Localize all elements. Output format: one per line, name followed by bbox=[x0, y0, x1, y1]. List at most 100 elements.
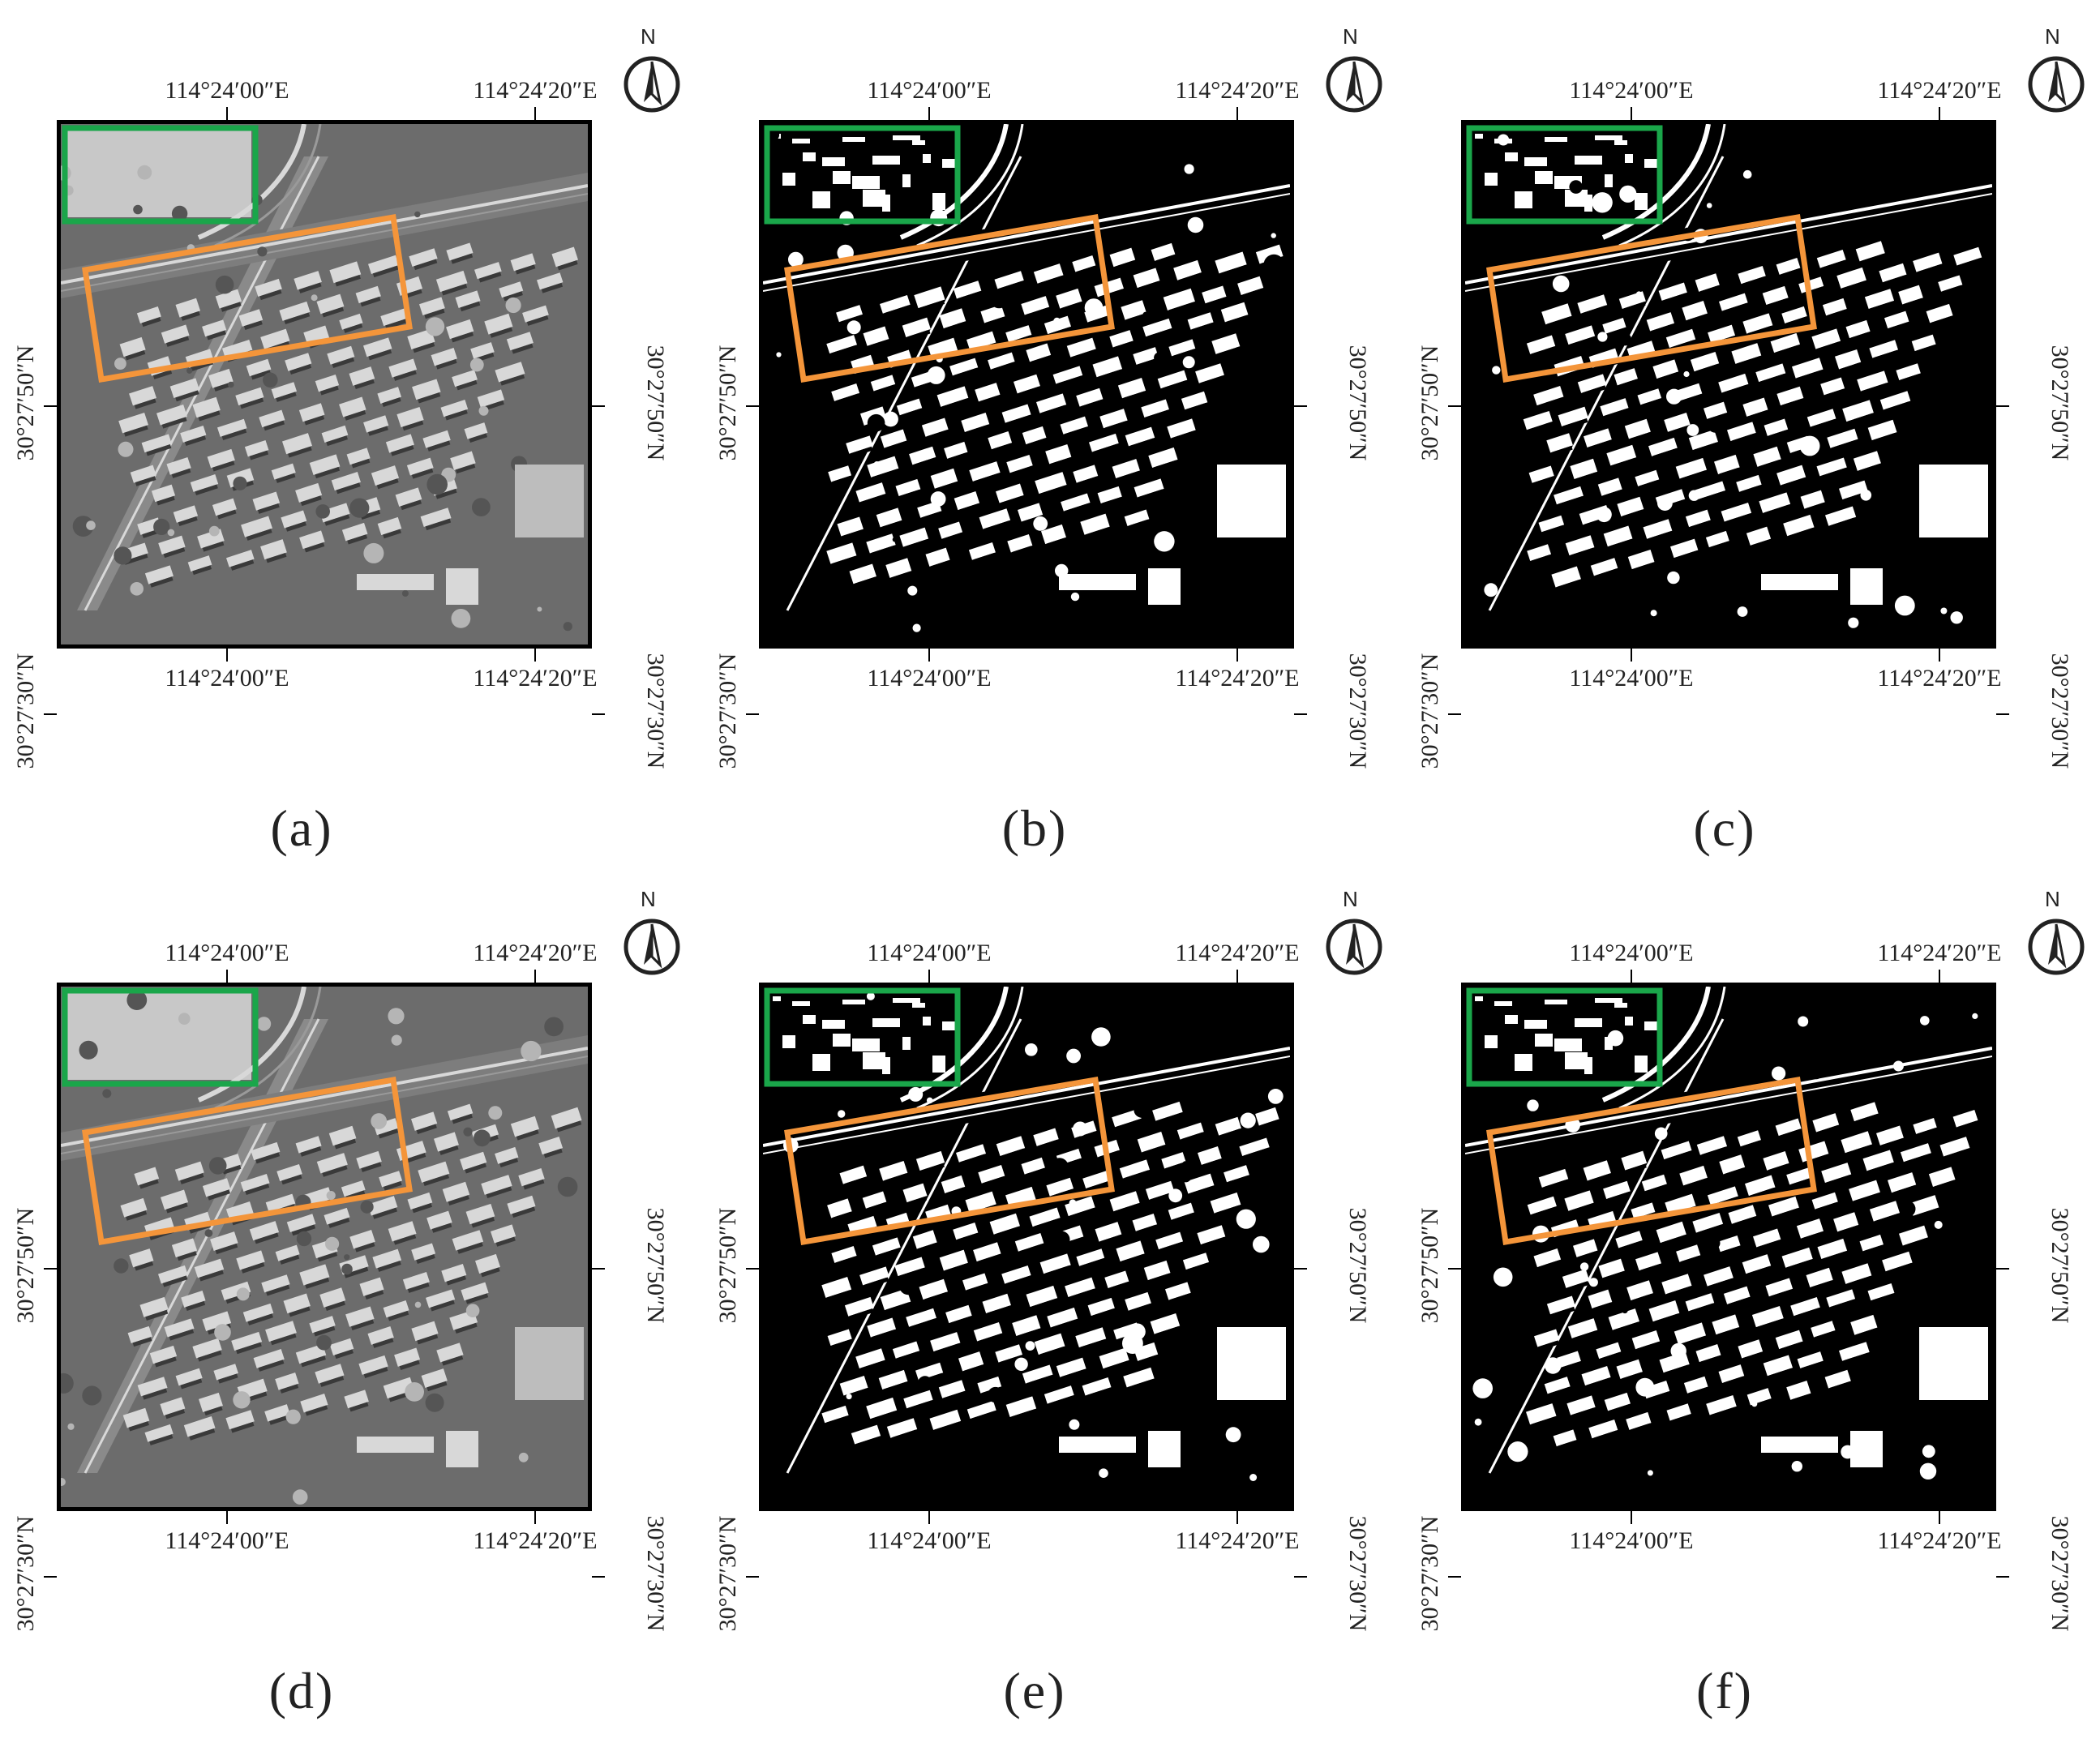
axis-tick bbox=[1448, 713, 1461, 715]
highlight-box-orange bbox=[82, 213, 413, 383]
axis-tick bbox=[534, 649, 536, 662]
longitude-label-top: 114°24′20″E bbox=[1175, 940, 1300, 966]
longitude-label-bottom: 114°24′00″E bbox=[1569, 1527, 1694, 1554]
axis-tick bbox=[1996, 713, 2009, 715]
north-arrow-icon bbox=[2027, 918, 2085, 976]
highlight-box-orange bbox=[784, 213, 1115, 383]
axis-tick bbox=[534, 107, 536, 120]
map-panel-d: N 114°24′00″E 114°24′00″E 114°24′20″E 114°24… bbox=[0, 863, 697, 1722]
latitude-label-left: 30°27′50″N bbox=[714, 1207, 741, 1324]
axis-tick bbox=[1294, 405, 1307, 407]
axis-tick bbox=[1631, 1511, 1632, 1524]
highlight-box-orange bbox=[82, 1076, 413, 1246]
axis-tick bbox=[44, 1576, 57, 1578]
highlight-box-green bbox=[1466, 125, 1663, 225]
map-image bbox=[763, 124, 1290, 644]
longitude-label-bottom: 114°24′20″E bbox=[1175, 665, 1300, 692]
axis-tick bbox=[1631, 649, 1632, 662]
axis-tick bbox=[746, 1576, 759, 1578]
latitude-label-left: 30°27′30″N bbox=[714, 653, 741, 769]
highlight-box-green bbox=[62, 125, 259, 225]
satellite-map bbox=[1461, 983, 1996, 1511]
latitude-label-right: 30°27′30″N bbox=[2046, 653, 2073, 769]
latitude-label-left: 30°27′50″N bbox=[1416, 1207, 1443, 1324]
longitude-label-bottom: 114°24′00″E bbox=[867, 1527, 992, 1554]
map-panel-e: N 114°24′00″E 114°24′00″E 114°24′20″E 114°24… bbox=[702, 863, 1399, 1722]
axis-tick bbox=[226, 649, 228, 662]
longitude-label-bottom: 114°24′20″E bbox=[1175, 1527, 1300, 1554]
axis-tick bbox=[746, 1268, 759, 1270]
axis-tick bbox=[592, 405, 605, 407]
map-image bbox=[61, 987, 588, 1507]
longitude-label-top: 114°24′20″E bbox=[1877, 77, 2002, 104]
axis-tick bbox=[44, 1268, 57, 1270]
axis-tick bbox=[1939, 1511, 1940, 1524]
latitude-label-right: 30°27′50″N bbox=[642, 1207, 669, 1324]
highlight-box-green bbox=[764, 125, 961, 225]
latitude-label-left: 30°27′30″N bbox=[714, 1515, 741, 1632]
panel-label: (a) bbox=[270, 799, 333, 857]
axis-tick bbox=[44, 405, 57, 407]
highlight-box-green bbox=[1466, 987, 1663, 1087]
longitude-label-top: 114°24′00″E bbox=[1569, 77, 1694, 104]
longitude-label-top: 114°24′00″E bbox=[1569, 940, 1694, 966]
latitude-label-left: 30°27′30″N bbox=[1416, 1515, 1443, 1632]
axis-tick bbox=[592, 1576, 605, 1578]
latitude-label-right: 30°27′30″N bbox=[1344, 1515, 1371, 1632]
longitude-label-top: 114°24′20″E bbox=[473, 940, 598, 966]
north-arrow-icon bbox=[2027, 55, 2085, 113]
longitude-label-top: 114°24′20″E bbox=[473, 77, 598, 104]
panel-label: (c) bbox=[1693, 799, 1756, 857]
longitude-label-bottom: 114°24′00″E bbox=[165, 1527, 289, 1554]
axis-tick bbox=[1236, 970, 1238, 983]
axis-tick bbox=[534, 970, 536, 983]
north-label: N bbox=[1343, 887, 1358, 911]
panel-label: (e) bbox=[1003, 1662, 1066, 1719]
latitude-label-left: 30°27′30″N bbox=[12, 1515, 39, 1632]
latitude-label-right: 30°27′50″N bbox=[2046, 345, 2073, 461]
longitude-label-bottom: 114°24′20″E bbox=[473, 1527, 598, 1554]
longitude-label-bottom: 114°24′20″E bbox=[473, 665, 598, 692]
axis-tick bbox=[1236, 1511, 1238, 1524]
latitude-label-right: 30°27′30″N bbox=[642, 1515, 669, 1632]
map-image bbox=[763, 987, 1290, 1507]
axis-tick bbox=[1448, 405, 1461, 407]
longitude-label-top: 114°24′00″E bbox=[867, 940, 992, 966]
north-label: N bbox=[641, 24, 656, 49]
axis-tick bbox=[1236, 649, 1238, 662]
satellite-map bbox=[57, 983, 592, 1511]
longitude-label-bottom: 114°24′00″E bbox=[1569, 665, 1694, 692]
axis-tick bbox=[44, 713, 57, 715]
latitude-label-right: 30°27′50″N bbox=[2046, 1207, 2073, 1324]
satellite-map bbox=[759, 120, 1294, 649]
latitude-label-left: 30°27′30″N bbox=[1416, 653, 1443, 769]
satellite-map bbox=[1461, 120, 1996, 649]
north-label: N bbox=[641, 887, 656, 911]
map-panel-f: N 114°24′00″E 114°24′00″E 114°24′20″E 114°24… bbox=[1404, 863, 2100, 1722]
map-image bbox=[1465, 124, 1992, 644]
highlight-box-orange bbox=[1486, 1076, 1817, 1246]
axis-tick bbox=[1631, 107, 1632, 120]
longitude-label-bottom: 114°24′00″E bbox=[867, 665, 992, 692]
axis-tick bbox=[1294, 1576, 1307, 1578]
highlight-box-green bbox=[764, 987, 961, 1087]
axis-tick bbox=[226, 107, 228, 120]
latitude-label-right: 30°27′30″N bbox=[2046, 1515, 2073, 1632]
latitude-label-right: 30°27′30″N bbox=[642, 653, 669, 769]
longitude-label-bottom: 114°24′20″E bbox=[1877, 1527, 2002, 1554]
latitude-label-left: 30°27′50″N bbox=[12, 1207, 39, 1324]
axis-tick bbox=[1996, 405, 2009, 407]
longitude-label-bottom: 114°24′00″E bbox=[165, 665, 289, 692]
axis-tick bbox=[592, 1268, 605, 1270]
axis-tick bbox=[928, 1511, 930, 1524]
axis-tick bbox=[226, 1511, 228, 1524]
north-arrow-icon bbox=[623, 55, 681, 113]
satellite-map bbox=[759, 983, 1294, 1511]
latitude-label-left: 30°27′50″N bbox=[714, 345, 741, 461]
axis-tick bbox=[1294, 1268, 1307, 1270]
highlight-box-green bbox=[62, 987, 259, 1087]
axis-tick bbox=[1294, 713, 1307, 715]
axis-tick bbox=[534, 1511, 536, 1524]
panel-label: (f) bbox=[1696, 1662, 1753, 1719]
highlight-box-orange bbox=[784, 1076, 1115, 1246]
